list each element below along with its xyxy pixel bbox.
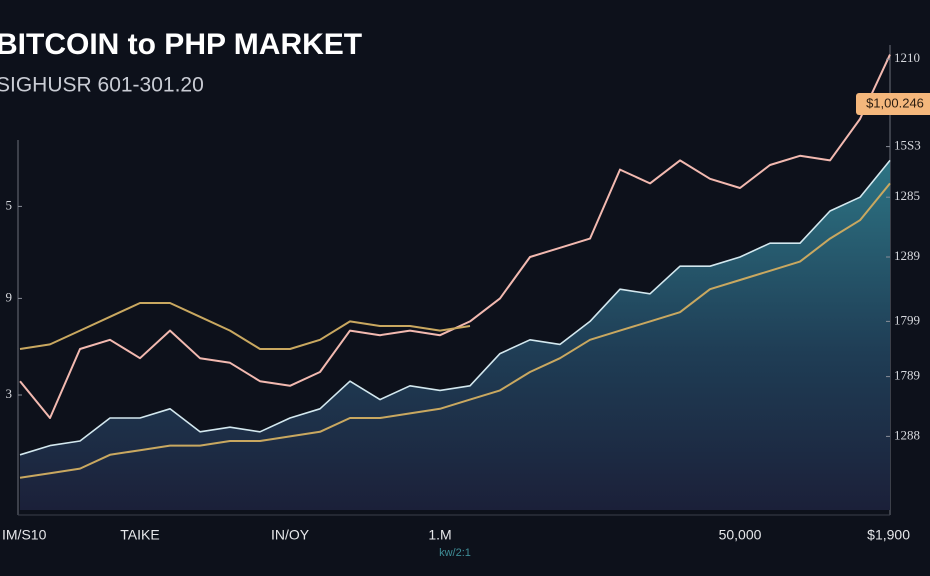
annotation-label: $1,00.246 <box>866 95 924 110</box>
y2-tick-label: 5 <box>6 197 13 212</box>
line <box>19 159 891 456</box>
x-tick-label: 1.M <box>428 527 451 543</box>
x-axis-label: kw/2:1 <box>439 547 471 559</box>
y2-tick-label: 3 <box>6 386 13 401</box>
plot-area <box>19 54 891 510</box>
chart-title: BITCOIN to PHP MARKET <box>0 28 362 61</box>
y-tick-label: 1288 <box>894 427 920 442</box>
line <box>19 182 891 479</box>
y-tick-label: 1799 <box>894 312 920 327</box>
x-tick-label: 50,000 <box>719 527 762 543</box>
y-tick-label: 1289 <box>894 248 920 263</box>
y-tick-label: 15S3 <box>894 138 921 153</box>
x-tick-label: IN/OY <box>271 527 310 543</box>
area <box>20 160 890 510</box>
x-tick-label: $1,900 <box>867 527 910 543</box>
y-tick-label: 1285 <box>894 188 920 203</box>
x-tick-label: IM/S10 <box>2 527 47 543</box>
y-tick-label: 1210 <box>894 50 920 65</box>
line <box>19 302 471 350</box>
chart-subtitle: SIGHUSR 601-301.20 <box>0 74 204 97</box>
y2-tick-label: 9 <box>6 289 13 304</box>
x-tick-label: TAIKE <box>120 527 159 543</box>
y-tick-label: 1789 <box>894 368 920 383</box>
annotation-box <box>856 93 930 115</box>
